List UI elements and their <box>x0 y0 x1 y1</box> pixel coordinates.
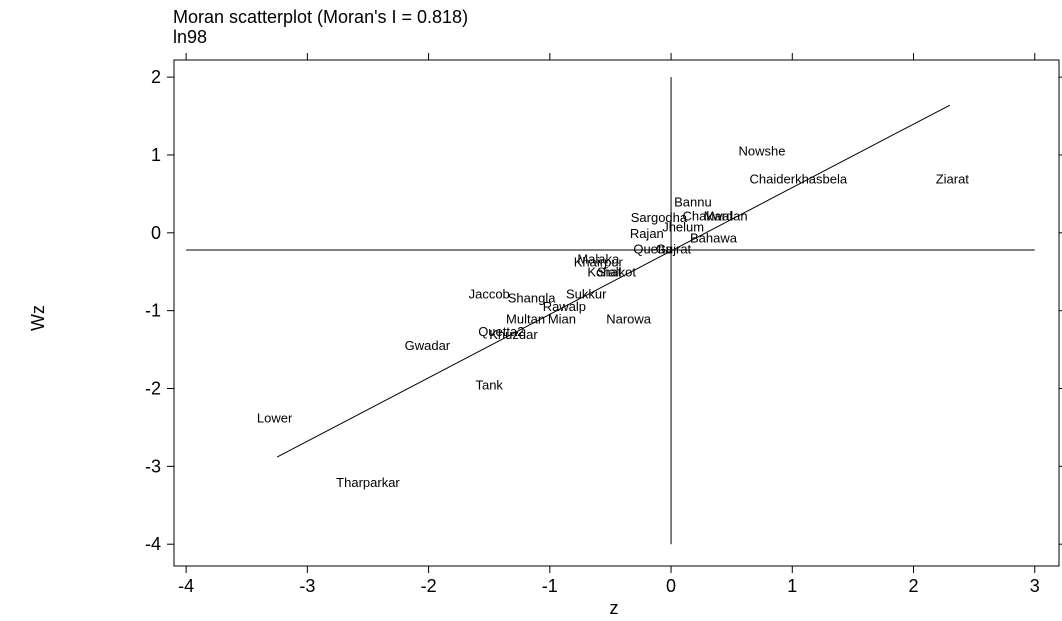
y-tick-label: 0 <box>151 223 161 243</box>
x-axis-title: z <box>610 598 619 618</box>
point-label: Chakwal <box>682 209 732 224</box>
x-tick-label: -2 <box>421 576 437 596</box>
point-label: Bahawa <box>690 230 738 245</box>
plot-frame <box>173 59 1060 567</box>
point-label: Sargodha <box>631 210 688 225</box>
regression-line <box>276 104 951 458</box>
point-label: Jhelum <box>662 220 704 235</box>
point-label: Gujrat <box>656 241 692 256</box>
point-label: Malaka <box>577 252 620 267</box>
point-label: Khuzdar <box>489 327 538 342</box>
point-label: Rawalp <box>543 299 586 314</box>
y-axis-title: Wz <box>28 305 48 331</box>
point-label: Multan <box>506 311 545 326</box>
y-tick-label: -4 <box>145 534 161 554</box>
x-tick-label: 3 <box>1030 576 1040 596</box>
point-label: Sialkot <box>597 265 636 280</box>
point-label: Quetta2 <box>478 324 524 339</box>
x-tick-label: -1 <box>542 576 558 596</box>
y-tick-label: -2 <box>145 379 161 399</box>
x-tick-label: 2 <box>909 576 919 596</box>
point-label: Kohat <box>587 265 621 280</box>
point-label: Tank <box>475 378 503 393</box>
point-label: Bannu <box>674 195 712 210</box>
x-tick-label: -4 <box>178 576 194 596</box>
point-label: Rajan <box>630 226 664 241</box>
chart-subtitle: ln98 <box>173 27 208 47</box>
point-label: Shangla <box>508 290 556 305</box>
point-label: Tharparkar <box>336 475 400 490</box>
point-label: Khairpur <box>574 255 624 270</box>
y-tick-label: 2 <box>151 67 161 87</box>
y-tick-label: -1 <box>145 301 161 321</box>
point-label: Mian <box>548 311 576 326</box>
point-label: Sukkur <box>566 287 607 302</box>
point-label: Chaiderkhasbela <box>750 171 848 186</box>
point-label: Narowa <box>606 311 652 326</box>
x-tick-label: 1 <box>787 576 797 596</box>
point-label: Mardan <box>704 209 748 224</box>
x-tick-label: -3 <box>299 576 315 596</box>
point-label: Nowshe <box>738 143 785 158</box>
point-label: Gwadar <box>405 338 451 353</box>
point-label: Quetta <box>633 241 673 256</box>
point-label: Jaccob <box>469 287 510 302</box>
point-label: Lower <box>257 410 293 425</box>
y-tick-label: 1 <box>151 145 161 165</box>
point-label: Ziarat <box>936 171 970 186</box>
y-tick-label: -3 <box>145 456 161 476</box>
chart-title: Moran scatterplot (Moran's I = 0.818) <box>173 7 469 27</box>
x-tick-label: 0 <box>666 576 676 596</box>
